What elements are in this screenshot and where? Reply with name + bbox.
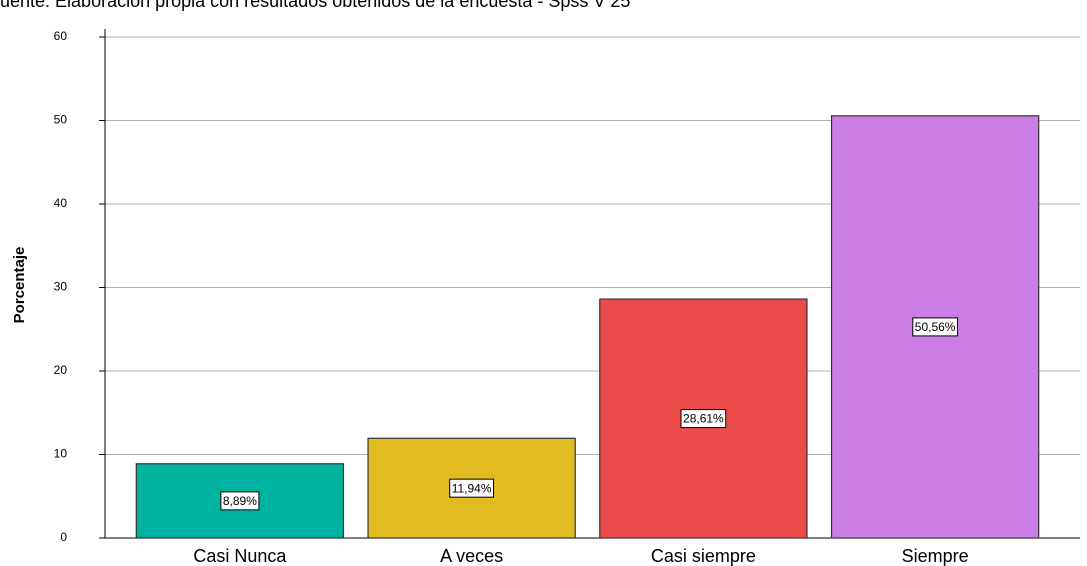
x-tick-label: Siempre — [902, 546, 969, 566]
value-label-box — [220, 491, 260, 511]
chart-subtitle: uente: Elaboración propia con resultados… — [0, 0, 630, 11]
value-label-box — [680, 409, 727, 429]
value-label-box — [449, 478, 495, 498]
x-tick-label: A veces — [440, 546, 503, 566]
value-label: 28,61% — [683, 412, 724, 426]
y-tick-label: 60 — [54, 29, 68, 43]
y-tick-label: 20 — [54, 363, 68, 377]
y-tick-label: 30 — [54, 280, 68, 294]
value-label: 50,56% — [915, 320, 956, 334]
x-tick-label: Casi Nunca — [193, 546, 287, 566]
value-label-box — [912, 317, 958, 337]
x-tick-label: Casi siempre — [651, 546, 756, 566]
y-tick-label: 50 — [54, 113, 68, 127]
y-tick-label: 40 — [54, 196, 68, 210]
y-tick-label: 10 — [54, 447, 68, 461]
value-label: 8,89% — [223, 494, 257, 508]
y-axis-label: Porcentaje — [11, 247, 28, 324]
y-tick-label: 0 — [60, 530, 67, 544]
value-label: 11,94% — [452, 481, 492, 495]
